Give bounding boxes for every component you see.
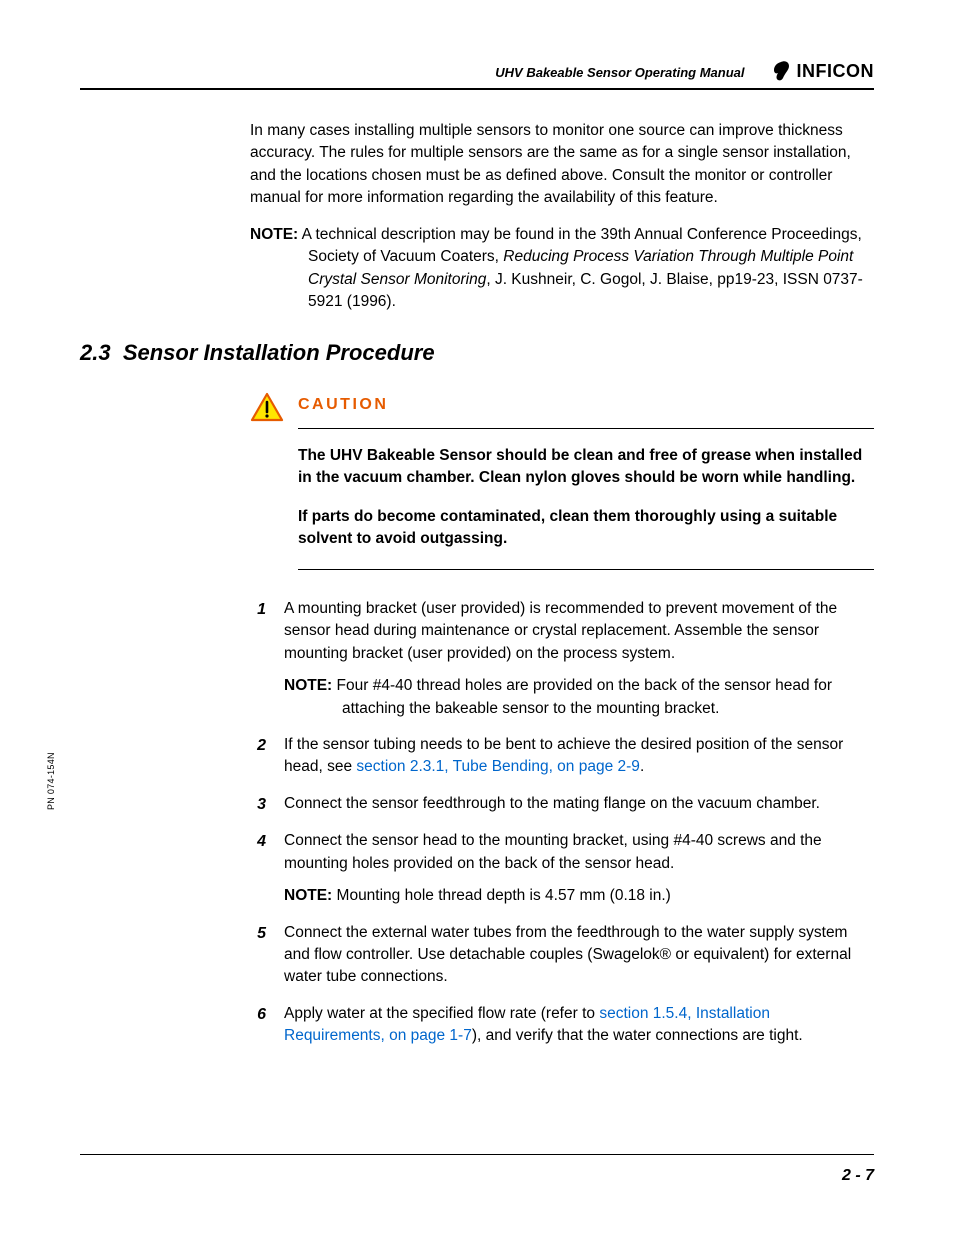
step-6: 6 Apply water at the specified flow rate… — [250, 1003, 874, 1048]
step-1: 1 A mounting bracket (user provided) is … — [250, 598, 874, 720]
step-body: If the sensor tubing needs to be bent to… — [284, 734, 874, 779]
note-label: NOTE: — [284, 887, 332, 904]
steps-list: 1 A mounting bracket (user provided) is … — [250, 598, 874, 1048]
step-text: Connect the sensor feedthrough to the ma… — [284, 795, 820, 812]
step-text-post: ), and verify that the water connections… — [472, 1027, 803, 1044]
intro-content: In many cases installing multiple sensor… — [250, 120, 874, 314]
step-body: Connect the sensor feedthrough to the ma… — [284, 793, 874, 816]
step-body: Apply water at the specified flow rate (… — [284, 1003, 874, 1048]
step-num: 2 — [250, 734, 266, 779]
step-text-post: . — [640, 758, 644, 775]
step-num: 4 — [250, 830, 266, 907]
note-label: NOTE: — [284, 677, 332, 694]
logo-icon — [773, 60, 793, 82]
footer-rule — [80, 1154, 874, 1155]
step-3: 3 Connect the sensor feedthrough to the … — [250, 793, 874, 816]
caution-icon — [250, 392, 284, 422]
page-number: 2 - 7 — [842, 1167, 874, 1185]
caution-header-row: CAUTION — [250, 390, 874, 422]
caution-body: The UHV Bakeable Sensor should be clean … — [298, 428, 874, 570]
section-title: Sensor Installation Procedure — [123, 340, 435, 365]
caution-title: CAUTION — [298, 390, 388, 414]
doc-title: UHV Bakeable Sensor Operating Manual — [495, 65, 744, 82]
step-num: 5 — [250, 922, 266, 989]
caution-block: CAUTION The UHV Bakeable Sensor should b… — [250, 390, 874, 570]
step-text: Connect the external water tubes from th… — [284, 924, 851, 986]
step-5: 5 Connect the external water tubes from … — [250, 922, 874, 989]
page-header: UHV Bakeable Sensor Operating Manual INF… — [80, 60, 874, 90]
intro-paragraph: In many cases installing multiple sensor… — [250, 120, 874, 210]
step-num: 6 — [250, 1003, 266, 1048]
step-text: A mounting bracket (user provided) is re… — [284, 600, 837, 662]
step-text: Connect the sensor head to the mounting … — [284, 832, 822, 871]
section-heading: 2.3 Sensor Installation Procedure — [80, 340, 874, 366]
step-num: 1 — [250, 598, 266, 720]
cross-ref-link[interactable]: section 2.3.1, Tube Bending, on page 2-9 — [356, 758, 640, 775]
step-note: NOTE: Four #4-40 thread holes are provid… — [284, 675, 874, 720]
intro-note: NOTE: A technical description may be fou… — [250, 224, 874, 314]
brand-logo: INFICON — [773, 60, 875, 82]
logo-text: INFICON — [797, 61, 875, 82]
step-body: A mounting bracket (user provided) is re… — [284, 598, 874, 720]
step-note: NOTE: Mounting hole thread depth is 4.57… — [284, 885, 874, 907]
section-number: 2.3 — [80, 340, 111, 365]
note-label: NOTE: — [250, 226, 298, 243]
step-num: 3 — [250, 793, 266, 816]
note-text: Mounting hole thread depth is 4.57 mm (0… — [337, 887, 671, 904]
step-4: 4 Connect the sensor head to the mountin… — [250, 830, 874, 907]
step-text-pre: Apply water at the specified flow rate (… — [284, 1005, 599, 1022]
caution-p2: If parts do become contaminated, clean t… — [298, 506, 874, 551]
page: UHV Bakeable Sensor Operating Manual INF… — [0, 0, 954, 1235]
step-body: Connect the sensor head to the mounting … — [284, 830, 874, 907]
note-text: Four #4-40 thread holes are provided on … — [337, 677, 832, 716]
step-2: 2 If the sensor tubing needs to be bent … — [250, 734, 874, 779]
step-body: Connect the external water tubes from th… — [284, 922, 874, 989]
caution-p1: The UHV Bakeable Sensor should be clean … — [298, 445, 874, 490]
part-number-label: PN 074-154N — [46, 752, 56, 810]
